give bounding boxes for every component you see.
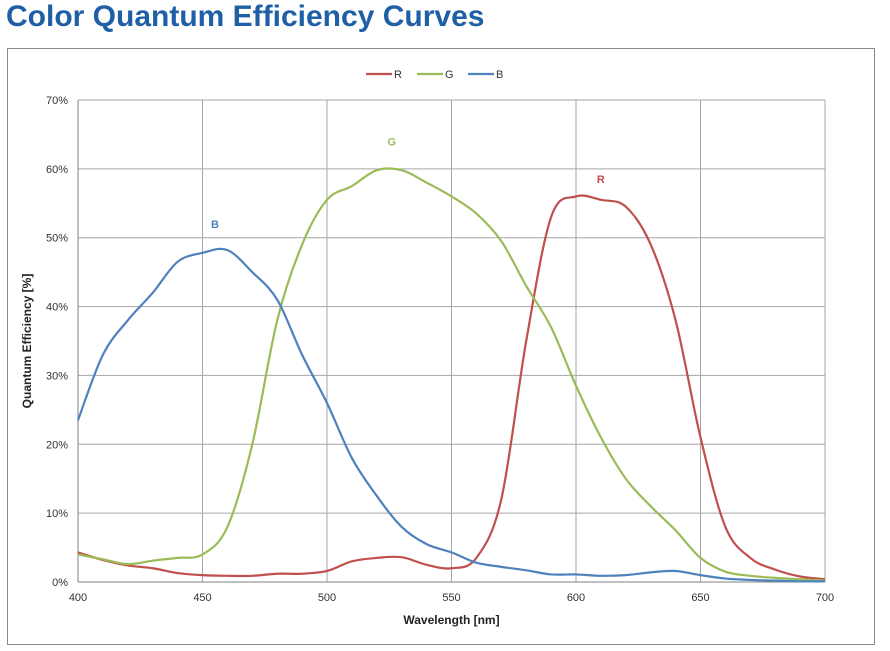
x-tick-label: 700 xyxy=(816,592,834,604)
series-line-b xyxy=(76,247,826,583)
y-axis-title: Quantum Efficiency [%] xyxy=(20,274,34,409)
x-tick-label: 400 xyxy=(69,592,87,604)
y-tick-label: 0% xyxy=(52,577,68,589)
y-tick-label: 60% xyxy=(46,164,68,176)
x-tick-label: 500 xyxy=(318,592,336,604)
chart-frame xyxy=(7,48,875,645)
legend-label-g: G xyxy=(445,69,454,81)
x-tick-label: 650 xyxy=(691,592,709,604)
y-tick-label: 20% xyxy=(46,439,68,451)
series-line-g xyxy=(77,167,826,582)
y-tick-label: 50% xyxy=(46,233,68,245)
series-label-b: B xyxy=(211,219,219,231)
series-label-g: G xyxy=(387,136,396,148)
x-tick-label: 550 xyxy=(442,592,460,604)
y-tick-label: 10% xyxy=(46,508,68,520)
y-tick-label: 30% xyxy=(46,370,68,382)
page-title: Color Quantum Efficiency Curves xyxy=(6,0,485,33)
legend-label-r: R xyxy=(394,69,402,81)
y-tick-label: 70% xyxy=(46,95,68,107)
legend-label-b: B xyxy=(496,69,503,81)
x-tick-label: 600 xyxy=(567,592,585,604)
series-label-r: R xyxy=(597,174,605,186)
x-axis-title: Wavelength [nm] xyxy=(403,613,499,627)
y-tick-label: 40% xyxy=(46,302,68,314)
x-tick-label: 450 xyxy=(193,592,211,604)
